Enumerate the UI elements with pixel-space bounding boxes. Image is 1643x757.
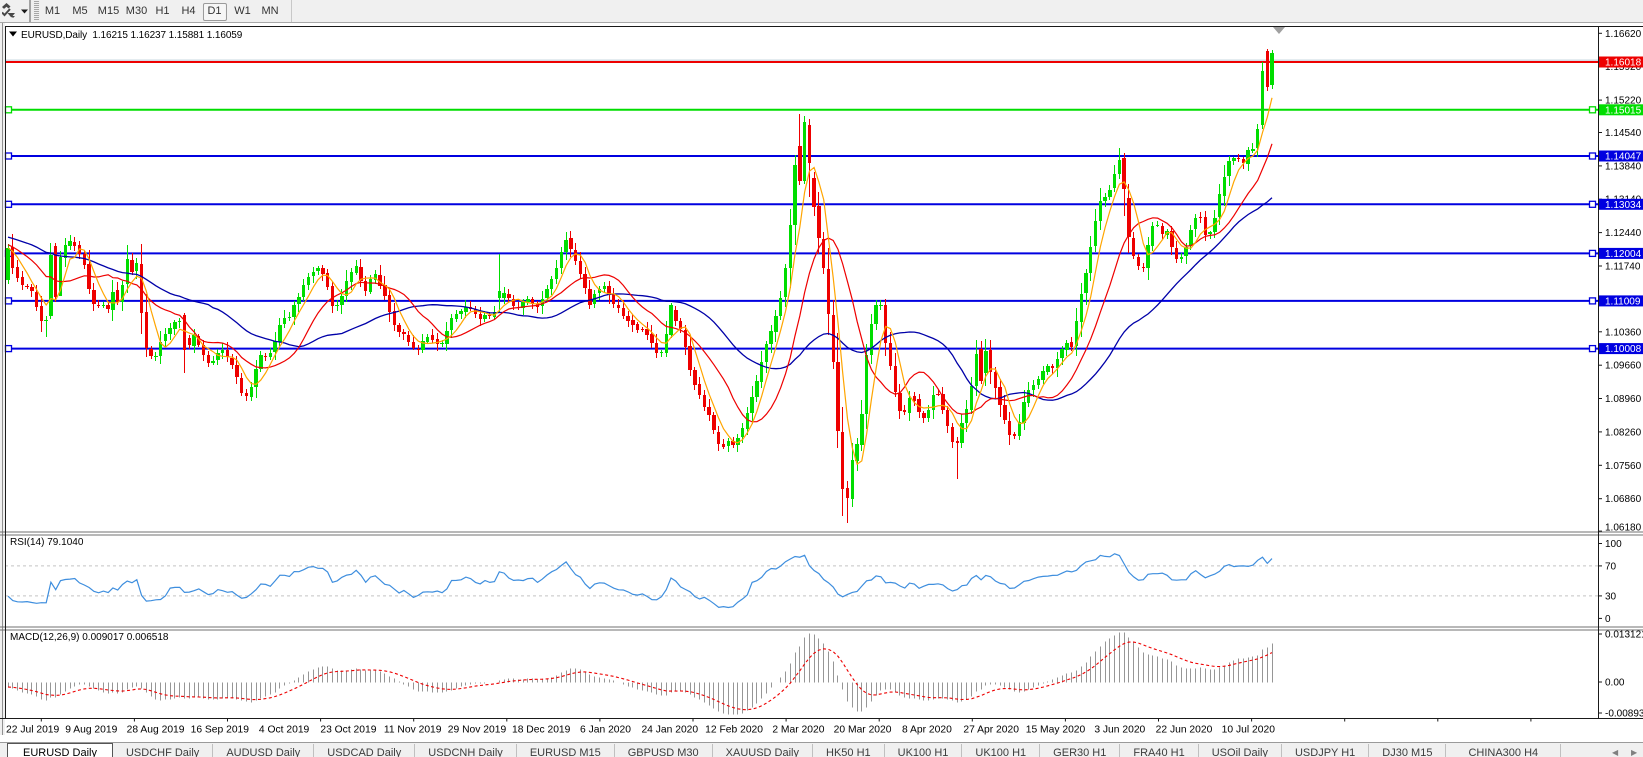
svg-text:1.09660: 1.09660 bbox=[1605, 361, 1642, 372]
svg-text:100: 100 bbox=[1605, 539, 1622, 550]
svg-text:1.07560: 1.07560 bbox=[1605, 461, 1642, 472]
svg-text:16 Sep 2019: 16 Sep 2019 bbox=[191, 725, 250, 736]
svg-text:1.15920: 1.15920 bbox=[1605, 62, 1642, 73]
svg-text:1.08960: 1.08960 bbox=[1605, 394, 1642, 405]
svg-text:RSI(14) 79.1040: RSI(14) 79.1040 bbox=[10, 537, 84, 548]
svg-text:1.15220: 1.15220 bbox=[1605, 96, 1642, 107]
svg-text:1.13840: 1.13840 bbox=[1605, 161, 1642, 172]
svg-text:9 Aug 2019: 9 Aug 2019 bbox=[65, 725, 117, 736]
svg-text:1.16018: 1.16018 bbox=[1605, 58, 1642, 69]
svg-text:1.14540: 1.14540 bbox=[1605, 128, 1642, 139]
svg-text:30: 30 bbox=[1605, 591, 1617, 602]
svg-text:22 Jun 2020: 22 Jun 2020 bbox=[1156, 725, 1213, 736]
svg-text:20 Mar 2020: 20 Mar 2020 bbox=[834, 725, 892, 736]
svg-text:1.06860: 1.06860 bbox=[1605, 494, 1642, 505]
svg-text:1.12440: 1.12440 bbox=[1605, 228, 1642, 239]
svg-text:-0.008933: -0.008933 bbox=[1605, 709, 1643, 720]
svg-text:EURUSD,Daily 1.16215 1.16237: EURUSD,Daily 1.16215 1.16237 1.15881 1.1… bbox=[21, 30, 243, 41]
svg-text:27 Apr 2020: 27 Apr 2020 bbox=[963, 725, 1019, 736]
svg-text:8 Apr 2020: 8 Apr 2020 bbox=[902, 725, 952, 736]
svg-text:2 Mar 2020: 2 Mar 2020 bbox=[772, 725, 824, 736]
svg-text:1.16620: 1.16620 bbox=[1605, 29, 1642, 40]
svg-text:1.11009: 1.11009 bbox=[1605, 296, 1641, 307]
svg-text:70: 70 bbox=[1605, 561, 1617, 572]
svg-text:18 Dec 2019: 18 Dec 2019 bbox=[512, 725, 571, 736]
svg-text:11 Nov 2019: 11 Nov 2019 bbox=[384, 725, 442, 736]
svg-text:0.00: 0.00 bbox=[1605, 678, 1625, 689]
svg-text:1.15015: 1.15015 bbox=[1605, 105, 1642, 116]
svg-text:24 Jan 2020: 24 Jan 2020 bbox=[641, 725, 698, 736]
svg-text:1.12004: 1.12004 bbox=[1605, 249, 1642, 260]
svg-text:0.013121: 0.013121 bbox=[1605, 630, 1643, 641]
svg-text:4 Oct 2019: 4 Oct 2019 bbox=[259, 725, 310, 736]
svg-text:1.10360: 1.10360 bbox=[1605, 327, 1642, 338]
svg-text:1.13034: 1.13034 bbox=[1605, 200, 1642, 211]
svg-text:6 Jan 2020: 6 Jan 2020 bbox=[580, 725, 631, 736]
svg-text:29 Nov 2019: 29 Nov 2019 bbox=[448, 725, 507, 736]
svg-text:1.08260: 1.08260 bbox=[1605, 427, 1642, 438]
svg-text:0: 0 bbox=[1605, 614, 1611, 625]
svg-text:22 Jul 2019: 22 Jul 2019 bbox=[6, 725, 60, 736]
svg-text:1.06180: 1.06180 bbox=[1605, 523, 1642, 534]
svg-text:MACD(12,26,9) 0.009017 0.00651: MACD(12,26,9) 0.009017 0.006518 bbox=[10, 632, 169, 643]
svg-text:1.11740: 1.11740 bbox=[1605, 262, 1641, 273]
svg-text:28 Aug 2019: 28 Aug 2019 bbox=[127, 725, 185, 736]
svg-text:23 Oct 2019: 23 Oct 2019 bbox=[320, 725, 376, 736]
svg-text:10 Jul 2020: 10 Jul 2020 bbox=[1222, 725, 1276, 736]
svg-text:15 May 2020: 15 May 2020 bbox=[1026, 725, 1086, 736]
svg-text:12 Feb 2020: 12 Feb 2020 bbox=[705, 725, 763, 736]
svg-text:1.14047: 1.14047 bbox=[1605, 152, 1642, 163]
svg-text:3 Jun 2020: 3 Jun 2020 bbox=[1094, 725, 1145, 736]
svg-text:1.10008: 1.10008 bbox=[1605, 344, 1642, 355]
